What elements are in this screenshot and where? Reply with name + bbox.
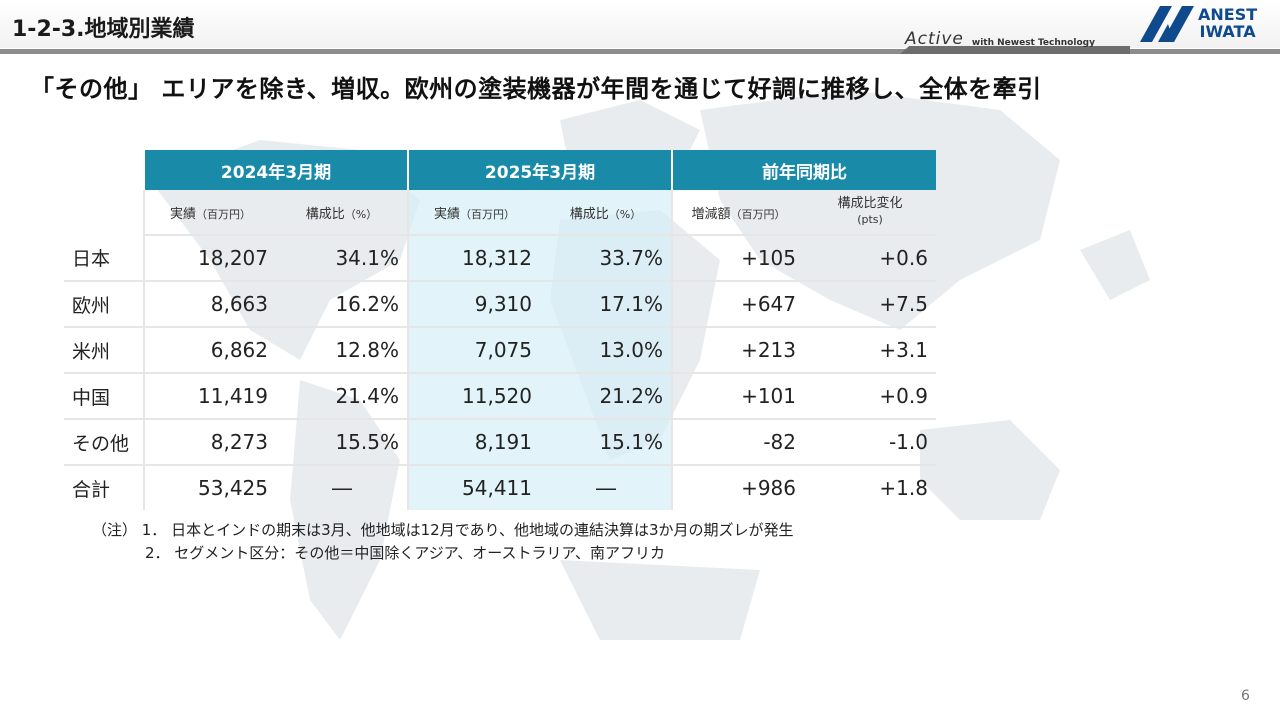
row-label: 日本 — [64, 235, 144, 282]
cell-2024-actual: 11,419 — [143, 373, 276, 420]
header-divider-accent — [900, 46, 1130, 54]
cell-2024-actual: 8,273 — [143, 419, 276, 466]
cell-2025-actual: 8,191 — [407, 419, 540, 466]
sub-header-label: 実績 — [169, 206, 196, 222]
cell-2024-actual: 18,207 — [143, 235, 276, 282]
cell-share-change: +7.5 — [804, 281, 936, 328]
sub-header-label: 構成比 — [569, 206, 609, 222]
cell-2025-actual: 9,310 — [407, 281, 540, 328]
brand-line-2: IWATA — [1199, 22, 1256, 41]
sub-header-2024-share: 構成比（%） — [276, 190, 408, 236]
cell-2025-actual: 11,520 — [407, 373, 540, 420]
cell-2025-share: 15.1% — [540, 419, 672, 466]
cell-2025-share: 21.2% — [540, 373, 672, 420]
cell-2024-share: 34.1% — [276, 235, 408, 282]
brand-mark-icon — [1140, 6, 1194, 42]
cell-2024-share: 16.2% — [276, 281, 408, 328]
group-header-fy2025: 2025年3月期 — [407, 150, 672, 190]
table-row-others: その他 8,273 15.5% 8,191 15.1% -82 -1.0 — [64, 419, 936, 466]
sub-header-unit: （%） — [608, 207, 642, 221]
cell-share-change: +1.8 — [879, 476, 928, 500]
cell-yoy-change: -82 — [671, 419, 804, 466]
sub-header-unit: （百万円） — [460, 207, 515, 221]
header-divider — [0, 49, 1280, 54]
corner-cell — [64, 150, 144, 190]
cell-2025-share: 13.0% — [540, 327, 672, 374]
sub-header-label: 構成比 — [305, 206, 345, 222]
corner-cell-sub — [64, 190, 144, 235]
cell-2024-actual: 8,663 — [143, 281, 276, 328]
table-row-europe: 欧州 8,663 16.2% 9,310 17.1% +647 +7.5 — [64, 281, 936, 328]
brand-logo: ANEST IWATA — [1140, 6, 1275, 44]
cell-share-change: +3.1 — [804, 327, 936, 374]
footnotes: （注） 1． 日本とインドの期末は3月、他地域は12月であり、他地域の連結決算は… — [92, 519, 794, 565]
cell-2024-share: ― — [332, 476, 352, 500]
group-header-yoy: 前年同期比 — [671, 150, 936, 190]
group-header-row: 2024年3月期 2025年3月期 前年同期比 — [64, 150, 936, 190]
cell-yoy-change: +213 — [671, 327, 804, 374]
cell-2024-actual: 6,862 — [143, 327, 276, 374]
cell-2025-share: 17.1% — [540, 281, 672, 328]
table-row-china: 中国 11,419 21.4% 11,520 21.2% +101 +0.9 — [64, 373, 936, 420]
cell-share-change: -1.0 — [804, 419, 936, 466]
cell-2024-share: 21.4% — [276, 373, 408, 420]
table-row-americas: 米州 6,862 12.8% 7,075 13.0% +213 +3.1 — [64, 327, 936, 374]
header-band — [0, 0, 1280, 48]
sub-header-label: 増減額 — [691, 206, 731, 222]
table-row-total: 合計 53,425 ― 54,411 ― +986 +1.8 — [64, 465, 936, 510]
cell-share-change: +0.9 — [804, 373, 936, 420]
tagline: Active with Newest Technology — [905, 29, 1095, 49]
page-number: 6 — [1241, 688, 1250, 704]
cell-yoy-change: +101 — [671, 373, 804, 420]
sub-header-label: 構成比変化 — [837, 196, 903, 211]
cell-2025-actual: 54,411 — [407, 465, 540, 510]
sub-header-2025-actual: 実績（百万円） — [407, 190, 540, 236]
cell-share-change: +0.6 — [804, 235, 936, 282]
sub-header-yoy-change: 増減額（百万円） — [671, 190, 804, 236]
cell-yoy-change: +105 — [671, 235, 804, 282]
sub-header-2024-actual: 実績（百万円） — [143, 190, 276, 236]
footnote-2: 2． セグメント区分：その他＝中国除くアジア、オーストラリア、南アフリカ — [145, 544, 665, 562]
cell-2024-share: 12.8% — [276, 327, 408, 374]
row-label: 中国 — [64, 373, 144, 420]
cell-yoy-change: +647 — [671, 281, 804, 328]
row-label: 米州 — [64, 327, 144, 374]
cell-2025-actual: 7,075 — [407, 327, 540, 374]
cell-2024-actual: 53,425 — [143, 465, 276, 510]
sub-header-unit: (pts) — [857, 213, 883, 226]
sub-header-unit: （百万円） — [730, 207, 786, 221]
sub-header-unit: （%） — [344, 207, 378, 221]
sub-header-2025-share: 構成比（%） — [540, 190, 672, 236]
page-title: 1-2-3.地域別業績 — [12, 17, 195, 42]
headline: 「その他」 エリアを除き、増収。欧州の塗装機器が年間を通じて好調に推移し、全体を… — [30, 75, 1042, 103]
sub-header-unit: （百万円） — [196, 207, 251, 221]
table-row-japan: 日本 18,207 34.1% 18,312 33.7% +105 +0.6 — [64, 235, 936, 282]
active-logo: Active — [905, 29, 964, 49]
cell-2024-share: 15.5% — [276, 419, 408, 466]
brand-name: ANEST IWATA — [1198, 6, 1257, 40]
sub-header-label: 実績 — [433, 206, 460, 222]
sub-header-row: 実績（百万円） 構成比（%） 実績（百万円） 構成比（%） 増減額（百万円） 構… — [64, 190, 936, 236]
row-label: 欧州 — [64, 281, 144, 328]
footnote-1: （注） 1． 日本とインドの期末は3月、他地域は12月であり、他地域の連結決算は… — [92, 521, 794, 539]
cell-yoy-change: +986 — [671, 465, 804, 510]
row-label: 合計 — [72, 478, 111, 501]
tagline-text: with Newest Technology — [971, 38, 1095, 48]
regional-performance-table: 2024年3月期 2025年3月期 前年同期比 実績（百万円） 構成比（%） 実… — [64, 150, 936, 510]
group-header-fy2024: 2024年3月期 — [143, 150, 408, 190]
sub-header-share-change: 構成比変化 (pts) — [804, 190, 936, 236]
cell-2025-share: 33.7% — [540, 235, 672, 282]
cell-2025-share: ― — [540, 465, 672, 510]
brand-line-1: ANEST — [1198, 5, 1258, 24]
cell-2025-actual: 18,312 — [407, 235, 540, 282]
row-label: その他 — [64, 419, 144, 466]
